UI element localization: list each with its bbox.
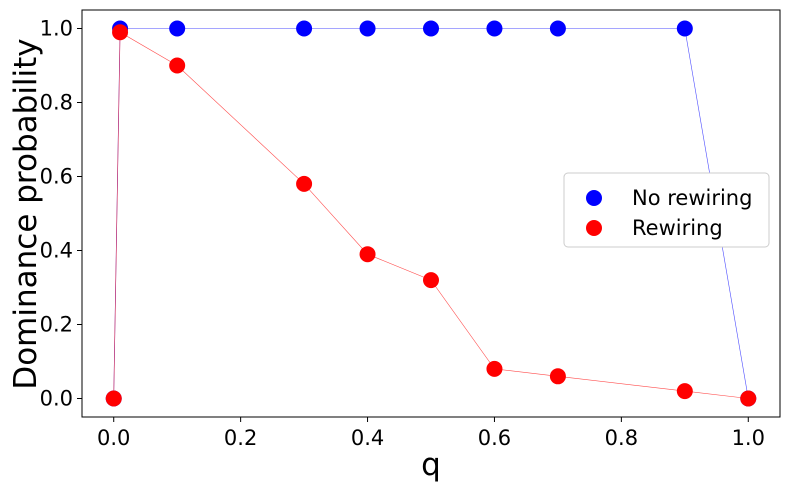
y-tick-label: 0.2: [40, 313, 73, 337]
x-tick-label: 1.0: [732, 426, 765, 450]
data-point-rewiring: [169, 57, 186, 74]
legend-marker-rewiring: [586, 220, 602, 236]
legend-marker-no-rewiring: [586, 190, 602, 206]
data-point-no-rewiring: [296, 20, 313, 37]
y-axis-title: Dominance probability: [8, 38, 44, 389]
plot-frame: [81, 9, 781, 418]
x-tick-label: 0.4: [351, 426, 384, 450]
data-point-rewiring: [676, 383, 693, 400]
data-point-rewiring: [359, 246, 376, 263]
legend: No rewiring Rewiring: [563, 172, 770, 248]
x-axis-title: q: [421, 447, 441, 483]
legend-box: [563, 172, 770, 248]
x-tick-label: 0.0: [97, 426, 130, 450]
x-tick-label: 0.6: [478, 426, 511, 450]
data-point-rewiring: [549, 368, 566, 385]
legend-label-rewiring: Rewiring: [632, 216, 723, 240]
data-point-no-rewiring: [423, 20, 439, 37]
series-line-rewiring: [113, 31, 749, 399]
data-point-rewiring: [423, 272, 439, 289]
data-point-no-rewiring: [169, 20, 186, 37]
series-line-no-rewiring: [113, 28, 749, 399]
x-tick-label: 0.2: [224, 426, 257, 450]
data-point-rewiring: [296, 175, 313, 192]
y-tick-label: 1.0: [40, 17, 73, 41]
data-point-no-rewiring: [486, 20, 503, 37]
legend-label-no-rewiring: No rewiring: [632, 186, 752, 210]
data-point-rewiring: [740, 390, 757, 407]
y-tick-label: 0.4: [40, 239, 73, 263]
data-point-no-rewiring: [549, 20, 566, 37]
y-tick-label: 0.8: [40, 91, 73, 115]
x-tick-label: 0.8: [605, 426, 638, 450]
data-point-no-rewiring: [359, 20, 376, 37]
data-point-rewiring: [105, 390, 122, 407]
y-tick-label: 0.0: [40, 387, 73, 411]
data-point-no-rewiring: [676, 20, 693, 37]
data-point-rewiring: [486, 360, 503, 377]
data-point-rewiring: [112, 24, 129, 41]
y-tick-label: 0.6: [40, 165, 73, 189]
